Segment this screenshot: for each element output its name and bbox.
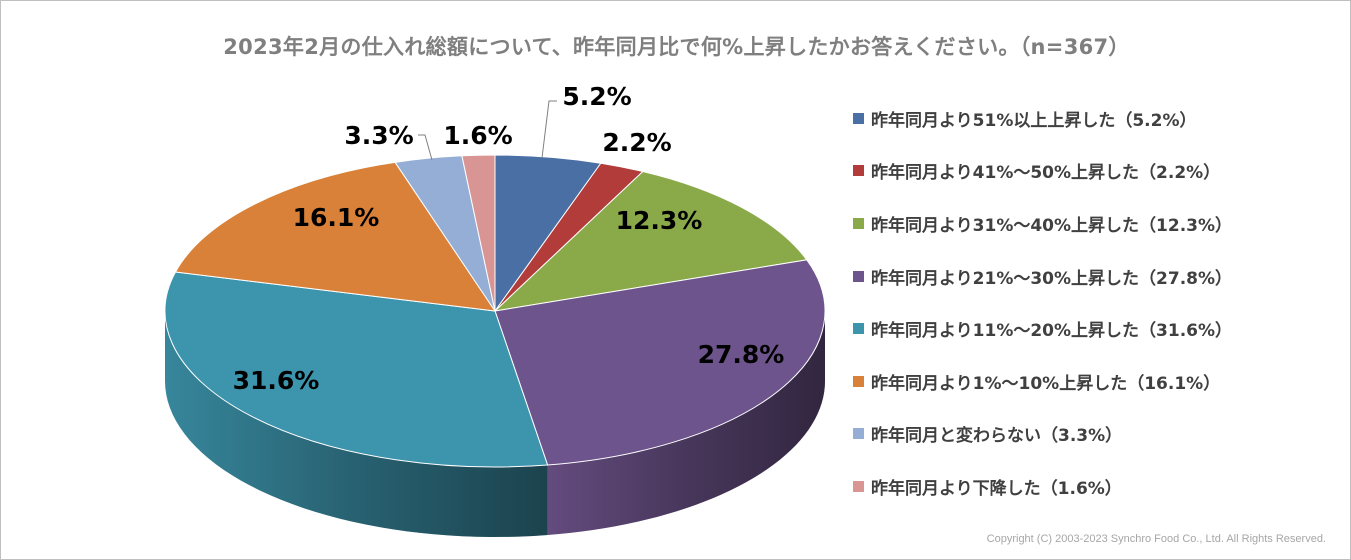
chart-title: 2023年2月の仕入れ総額について、昨年同月比で何%上昇したかお答えください。（… [223,35,1130,59]
pie-slice-5 [174,161,497,312]
legend-item-2: 昨年同月より31%～40%上昇した（12.3%） [853,197,1333,250]
pie-slice-2 [493,170,808,312]
legend-swatch-5 [853,375,864,387]
legend-label-4: 昨年同月より11%～20%上昇した（31.6%） [871,321,1233,342]
legend-item-7: 昨年同月より下降した（1.6%） [853,460,1333,513]
data-label-3: 27.8% [698,340,785,369]
pie-side-4 [165,311,548,537]
legend-item-5: 昨年同月より1%～10%上昇した（16.1%） [853,355,1333,408]
legend-swatch-7 [853,480,864,492]
legend-item-0: 昨年同月より51%以上上昇した（5.2%） [853,92,1333,145]
legend-swatch-0 [853,112,864,124]
legend-label-6: 昨年同月と変わらない（3.3%） [871,426,1123,447]
legend-label-0: 昨年同月より51%以上上昇した（5.2%） [871,110,1197,131]
legend-swatch-4 [853,323,864,335]
leader-lines [418,100,557,161]
legend: 昨年同月より51%以上上昇した（5.2%） 昨年同月より41%～50%上昇した（2… [853,92,1333,513]
pie-slice-4 [164,271,549,468]
legend-item-6: 昨年同月と変わらない（3.3%） [853,408,1333,461]
data-label-1: 2.2% [602,128,671,157]
pie-side-shade-4 [165,311,548,537]
data-label-6: 3.3% [344,121,413,150]
legend-label-1: 昨年同月より41%～50%上昇した（2.2%） [871,163,1221,184]
data-label-2: 12.3% [616,206,703,235]
pie-side-3 [547,311,825,536]
data-label-7: 1.6% [443,121,512,150]
data-label-4: 31.6% [233,366,320,395]
legend-swatch-1 [853,165,864,177]
data-label-5: 16.1% [293,203,380,232]
legend-swatch-6 [853,428,864,440]
leader-line-0 [541,100,557,159]
legend-label-5: 昨年同月より1%～10%上昇した（16.1%） [871,373,1221,394]
pie-side-walls [165,311,825,537]
legend-label-7: 昨年同月より下降した（1.6%） [871,478,1122,499]
legend-label-2: 昨年同月より31%～40%上昇した（12.3%） [871,215,1233,236]
leader-line-6 [418,134,433,161]
pie-slice-7 [461,154,496,312]
pie-side-shade-3 [547,311,825,536]
legend-item-4: 昨年同月より11%～20%上昇した（31.6%） [853,302,1333,355]
legend-swatch-2 [853,217,864,229]
pie-top-faces [164,154,826,468]
pie-slice-3 [494,259,826,466]
legend-item-3: 昨年同月より21%～30%上昇した（27.8%） [853,250,1333,303]
data-labels: 5.2% 2.2% 12.3% 27.8% 31.6% 16.1% 3.3% 1.6% [233,82,785,395]
data-label-0: 5.2% [562,82,631,111]
legend-item-1: 昨年同月より41%～50%上昇した（2.2%） [853,145,1333,198]
legend-swatch-3 [853,270,864,282]
legend-label-3: 昨年同月より21%～30%上昇した（27.8%） [871,268,1233,289]
copyright-text: Copyright (C) 2003-2023 Synchro Food Co.… [986,533,1326,545]
